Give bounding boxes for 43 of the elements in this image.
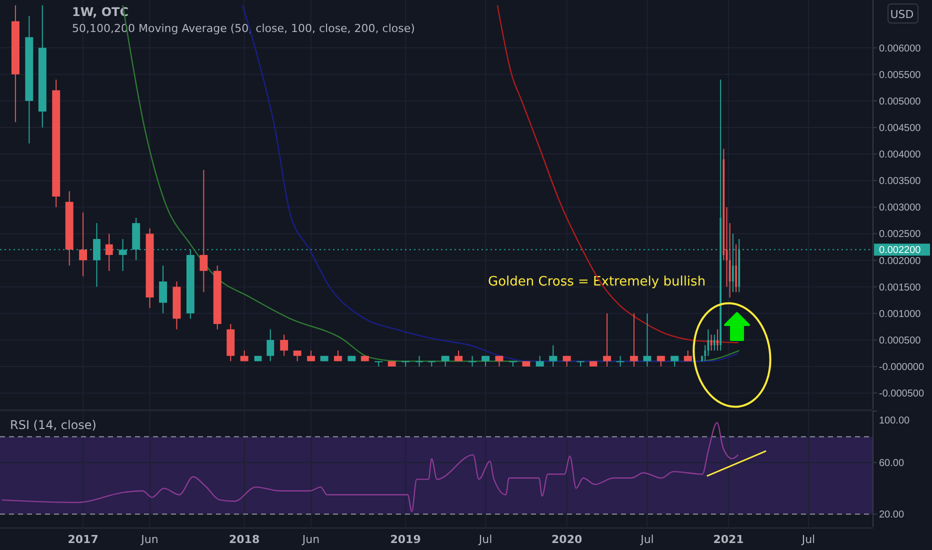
x-tick-label: Jul bbox=[478, 533, 492, 546]
x-tick-label: 2017 bbox=[68, 533, 98, 546]
candlestick bbox=[105, 233, 113, 272]
y-tick-label: 20.00 bbox=[879, 510, 904, 521]
y-tick-label: 0.001000 bbox=[879, 308, 922, 320]
y-tick-label: 0.004500 bbox=[879, 122, 922, 134]
candlestick bbox=[200, 169, 208, 293]
x-tick-label: 2018 bbox=[229, 533, 260, 546]
candlestick bbox=[79, 212, 88, 277]
x-tick-label: 2021 bbox=[713, 533, 744, 546]
y-tick-label: 100.00 bbox=[879, 416, 910, 426]
x-tick-label: 2020 bbox=[552, 533, 582, 546]
y-tick-label: 0.001500 bbox=[879, 282, 922, 294]
text: RSI (14, close) bbox=[10, 418, 96, 432]
y-tick-label: 0.002500 bbox=[879, 229, 922, 240]
candlestick bbox=[159, 265, 167, 314]
y-tick-label: 0.005000 bbox=[879, 96, 922, 108]
x-tick-label: Jun bbox=[301, 533, 320, 546]
y-tick-label: 0.006000 bbox=[879, 43, 922, 54]
y-tick-label: 0.002000 bbox=[879, 256, 922, 267]
x-tick-label: Jun bbox=[140, 533, 158, 546]
y-tick-label: 0.000500 bbox=[879, 335, 922, 346]
candlestick bbox=[630, 312, 638, 368]
candlestick bbox=[603, 312, 612, 368]
y-tick-label: 0.003000 bbox=[879, 202, 922, 214]
candlestick bbox=[280, 334, 288, 356]
x-tick-label: 2019 bbox=[390, 533, 421, 546]
x-tick-label: Jul bbox=[640, 533, 654, 546]
candlestick bbox=[549, 344, 558, 368]
candlestick bbox=[468, 355, 476, 368]
candlestick bbox=[416, 355, 423, 368]
ref-line-label: 0.002200 bbox=[879, 245, 922, 256]
candlestick bbox=[616, 355, 624, 368]
y-tick-label: -0.000000 bbox=[879, 362, 924, 374]
y-tick-label: 0.003500 bbox=[879, 176, 922, 188]
y-tick-label: 60.00 bbox=[879, 458, 904, 470]
x-tick-label: Jul bbox=[800, 533, 816, 546]
y-tick-label: 0.005500 bbox=[879, 70, 922, 81]
y-tick-label: -0.000500 bbox=[879, 388, 924, 400]
candlestick bbox=[293, 350, 302, 362]
y-tick-label: 0.004000 bbox=[879, 150, 922, 161]
candlestick bbox=[266, 328, 274, 362]
text: USD bbox=[890, 8, 914, 21]
